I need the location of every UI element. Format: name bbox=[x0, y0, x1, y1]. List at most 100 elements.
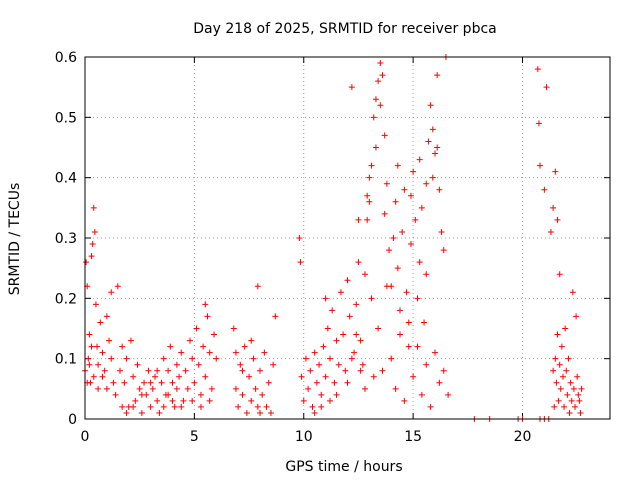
data-point bbox=[331, 379, 338, 386]
data-point bbox=[232, 385, 239, 392]
data-point bbox=[307, 367, 314, 374]
data-point bbox=[346, 313, 353, 320]
data-point bbox=[208, 385, 215, 392]
data-point bbox=[566, 409, 573, 416]
data-point bbox=[410, 373, 417, 380]
data-point bbox=[386, 247, 393, 254]
data-point bbox=[152, 373, 158, 380]
data-point bbox=[414, 295, 421, 302]
x-axis-label: GPS time / hours bbox=[285, 459, 402, 475]
data-point bbox=[377, 102, 384, 109]
data-point bbox=[305, 385, 312, 392]
data-point bbox=[187, 337, 193, 344]
data-point bbox=[202, 373, 209, 380]
data-point bbox=[570, 385, 577, 392]
data-point bbox=[154, 397, 161, 404]
data-point bbox=[178, 349, 185, 356]
data-point bbox=[263, 403, 270, 410]
axis-ticks: 0 5 10 15 20 0 0.1 0.2 0.3 0.4 0.5 0.6 bbox=[55, 50, 610, 445]
data-point bbox=[333, 337, 340, 344]
y-tick-label: 0.4 bbox=[55, 171, 77, 187]
data-point bbox=[316, 361, 323, 368]
data-point bbox=[239, 391, 246, 398]
data-point bbox=[381, 210, 388, 217]
data-point bbox=[329, 307, 336, 314]
data-point bbox=[574, 373, 581, 380]
data-point bbox=[191, 379, 198, 386]
data-point bbox=[390, 235, 397, 241]
data-point bbox=[97, 319, 104, 326]
data-point bbox=[377, 60, 384, 67]
data-point bbox=[189, 355, 196, 362]
data-point bbox=[180, 397, 187, 404]
data-point bbox=[372, 144, 379, 151]
data-point bbox=[254, 403, 261, 410]
data-point bbox=[213, 355, 220, 362]
data-point bbox=[162, 391, 169, 398]
data-point bbox=[562, 325, 569, 332]
data-point bbox=[173, 385, 180, 392]
data-point bbox=[94, 343, 101, 350]
data-point bbox=[165, 367, 172, 374]
data-point bbox=[550, 367, 557, 374]
data-point bbox=[564, 391, 571, 398]
data-point bbox=[206, 349, 213, 356]
data-point bbox=[359, 361, 366, 368]
data-point bbox=[197, 403, 204, 410]
data-point bbox=[239, 367, 246, 374]
data-point bbox=[348, 84, 355, 91]
data-point bbox=[370, 373, 377, 380]
data-point bbox=[381, 132, 388, 139]
data-point bbox=[379, 367, 386, 374]
data-point bbox=[537, 162, 543, 169]
data-point bbox=[158, 379, 165, 386]
data-point bbox=[436, 186, 443, 193]
data-point bbox=[322, 295, 329, 302]
data-point bbox=[320, 343, 327, 350]
data-point bbox=[230, 325, 237, 332]
data-point bbox=[416, 259, 423, 266]
data-point bbox=[423, 271, 430, 278]
data-point bbox=[575, 391, 582, 398]
data-point bbox=[327, 355, 333, 362]
data-point bbox=[364, 216, 371, 223]
y-tick-label: 0.2 bbox=[55, 291, 77, 307]
data-point bbox=[434, 72, 441, 79]
data-point bbox=[436, 379, 443, 386]
data-point bbox=[405, 319, 412, 326]
data-point bbox=[383, 283, 390, 290]
data-point bbox=[547, 228, 554, 235]
data-point bbox=[327, 397, 333, 404]
data-point bbox=[364, 192, 371, 199]
data-point bbox=[110, 379, 117, 386]
data-point bbox=[368, 295, 375, 302]
data-point bbox=[130, 373, 137, 380]
data-point bbox=[119, 403, 126, 410]
data-point bbox=[117, 367, 123, 374]
data-point bbox=[556, 271, 563, 278]
data-point bbox=[573, 313, 580, 320]
data-point bbox=[407, 192, 414, 199]
data-point bbox=[267, 409, 274, 416]
data-point bbox=[83, 259, 90, 266]
data-point bbox=[379, 72, 386, 79]
data-point bbox=[160, 403, 167, 410]
y-tick-label: 0 bbox=[68, 412, 77, 428]
data-point bbox=[121, 379, 128, 386]
data-point bbox=[401, 186, 408, 193]
data-point bbox=[438, 228, 445, 235]
data-point bbox=[355, 216, 362, 223]
data-point bbox=[551, 403, 558, 410]
data-point bbox=[565, 355, 572, 362]
data-point bbox=[427, 102, 434, 109]
data-point bbox=[423, 361, 430, 368]
data-point bbox=[85, 355, 92, 362]
data-point bbox=[552, 168, 559, 175]
data-point bbox=[252, 385, 259, 392]
data-point bbox=[535, 120, 542, 127]
data-point bbox=[416, 156, 423, 163]
data-point bbox=[405, 343, 412, 350]
data-point bbox=[123, 409, 130, 416]
data-point bbox=[270, 361, 277, 368]
